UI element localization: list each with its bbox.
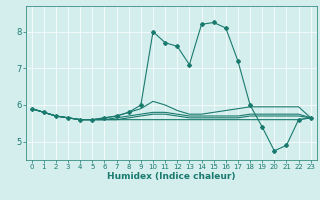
X-axis label: Humidex (Indice chaleur): Humidex (Indice chaleur): [107, 172, 236, 181]
